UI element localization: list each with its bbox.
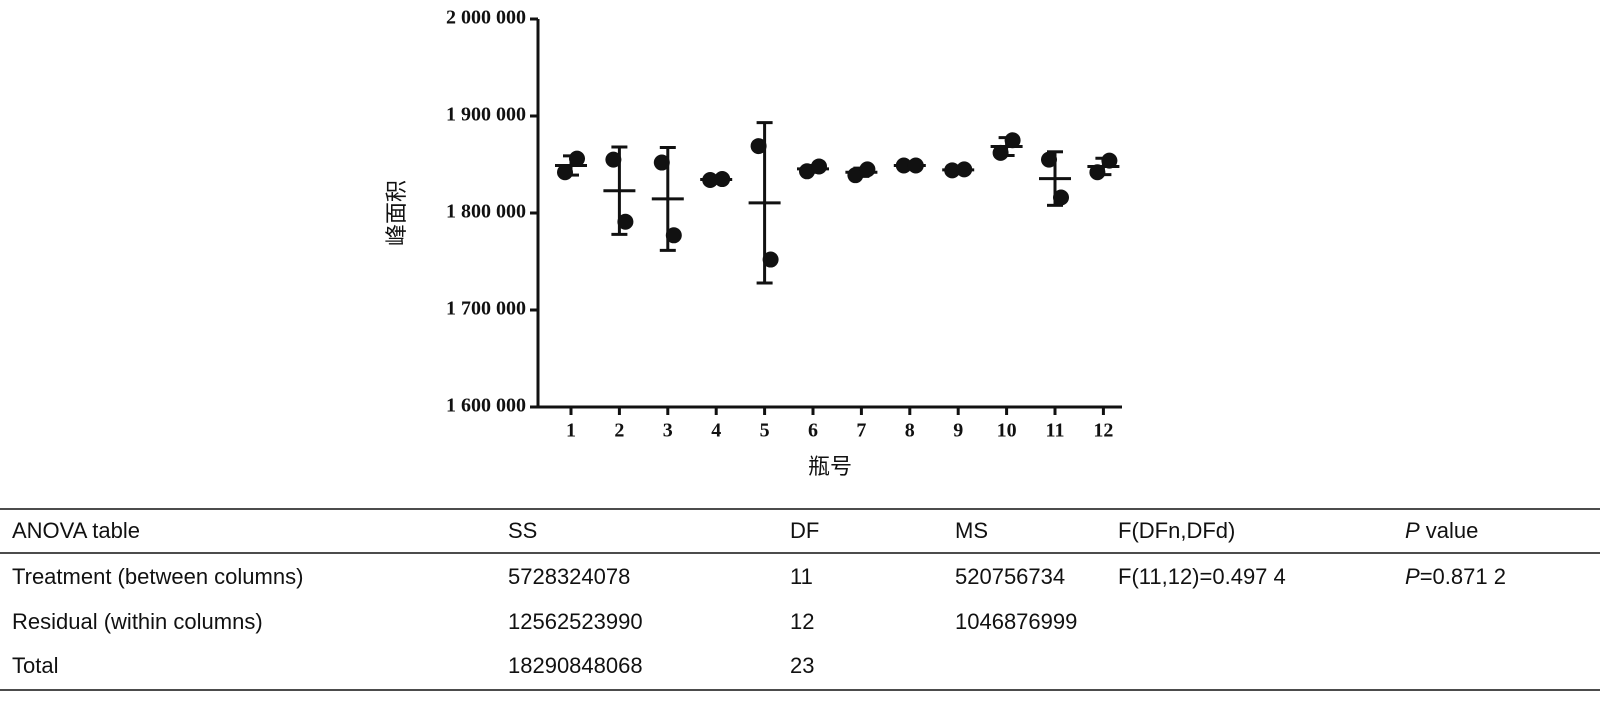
table-cell: Treatment (between columns) [12, 564, 303, 589]
point [956, 161, 973, 178]
y-tick-label: 1 800 000 [446, 201, 526, 223]
x-tick-label: 11 [1046, 420, 1065, 442]
point [557, 164, 573, 181]
table-cell: P=0.871 2 [1405, 564, 1506, 589]
table-header: DF [790, 518, 819, 543]
point [907, 157, 924, 174]
table-header: ANOVA table [12, 518, 140, 543]
x-axis-label: 瓶号 [808, 455, 852, 480]
y-tick-label: 1 900 000 [446, 104, 526, 126]
table-cell: F(11,12)=0.497 4 [1118, 564, 1286, 589]
x-tick-label: 8 [905, 420, 915, 442]
table-cell: 12 [790, 609, 814, 634]
x-tick-label: 4 [711, 420, 721, 442]
x-tick-label: 9 [953, 420, 963, 442]
point [992, 144, 1009, 161]
x-tick-label: 3 [663, 420, 673, 442]
point [569, 150, 585, 167]
point [653, 154, 670, 171]
point [811, 158, 827, 175]
point [859, 161, 876, 178]
point [762, 251, 779, 268]
point [750, 138, 767, 155]
x-tick-label: 5 [760, 420, 770, 442]
point [665, 227, 682, 244]
y-tick-label: 1 700 000 [446, 298, 526, 320]
x-tick-label: 7 [856, 420, 866, 442]
y-axis-label: 峰面积 [385, 180, 410, 246]
table-cell: Residual (within columns) [12, 609, 263, 634]
point [847, 167, 864, 184]
table-cell: 12562523990 [508, 609, 643, 634]
point [895, 157, 912, 174]
table-header: F(DFn,DFd) [1118, 518, 1235, 543]
x-tick-label: 2 [614, 420, 624, 442]
table-cell: 18290848068 [508, 653, 643, 678]
y-tick-label: 1 600 000 [446, 395, 526, 417]
table-cell: 23 [790, 653, 814, 678]
table-cell: 5728324078 [508, 564, 630, 589]
table-cell: 1046876999 [955, 609, 1077, 634]
point [1101, 152, 1118, 169]
point [1041, 151, 1057, 168]
point [605, 151, 622, 168]
table-cell: 11 [790, 564, 813, 589]
table-header: P value [1405, 518, 1478, 543]
table-cell: 520756734 [955, 564, 1065, 589]
point [714, 171, 731, 188]
point [702, 172, 719, 189]
y-tick-label: 2 000 000 [446, 7, 526, 29]
x-tick-label: 6 [808, 420, 818, 442]
table-header: SS [508, 518, 537, 543]
point [1004, 132, 1021, 149]
point [1089, 164, 1106, 181]
point [617, 213, 634, 230]
x-tick-label: 12 [1093, 420, 1113, 442]
table-header: MS [955, 518, 988, 543]
x-tick-label: 10 [997, 420, 1017, 442]
point [799, 163, 815, 180]
point [1053, 189, 1069, 206]
point [944, 162, 961, 179]
table-cell: Total [12, 653, 58, 678]
x-tick-label: 1 [566, 420, 576, 442]
